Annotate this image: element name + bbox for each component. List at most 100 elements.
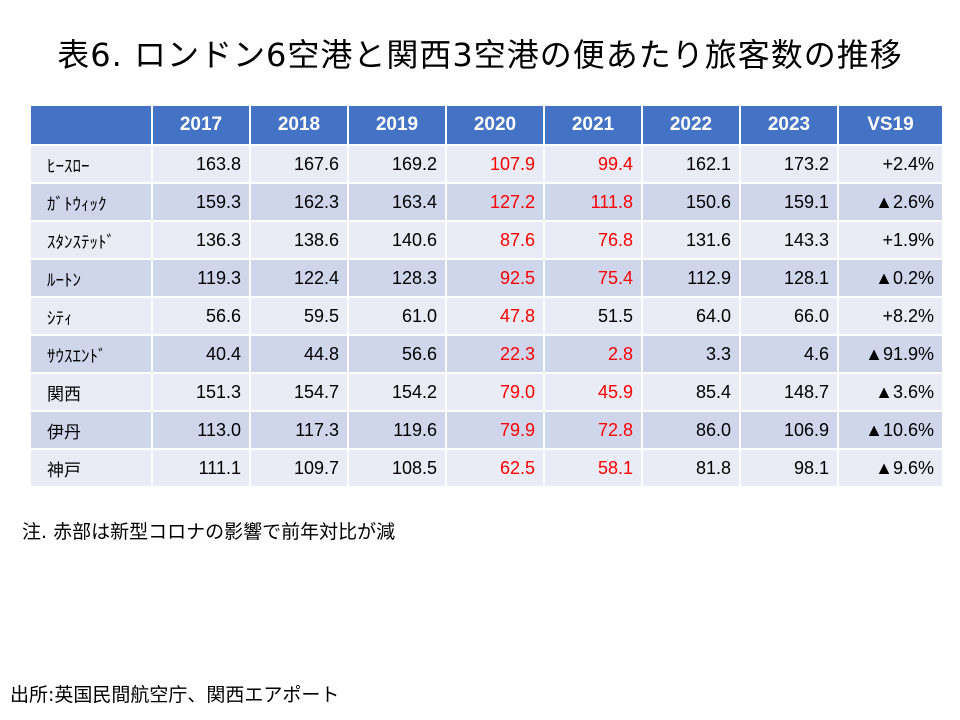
column-header: VS19: [837, 104, 944, 146]
table-cell: 111.1: [151, 448, 251, 488]
table-cell: ▲3.6%: [837, 372, 944, 412]
table-cell: 162.3: [249, 182, 349, 222]
row-label: ｻｳｽｴﾝﾄﾞ: [29, 334, 153, 374]
table-cell: 127.2: [445, 182, 545, 222]
table-cell: 150.6: [641, 182, 741, 222]
table-cell: 75.4: [543, 258, 643, 298]
table-row: 神戸 111.1 109.7 108.5 62.5 58.1 81.8 98.1 ▲9.6%: [29, 448, 944, 488]
table-cell: 22.3: [445, 334, 545, 374]
table-cell: 159.3: [151, 182, 251, 222]
table-cell: 113.0: [151, 410, 251, 450]
table-cell: 148.7: [739, 372, 839, 412]
passengers-per-flight-table: 2017 2018 2019 2020 2021 2022 2023 VS19 …: [29, 104, 944, 488]
table-row: ﾙｰﾄﾝ 119.3 122.4 128.3 92.5 75.4 112.9 128.1 ▲0.…: [29, 258, 944, 298]
table-cell: 59.5: [249, 296, 349, 336]
table-row: ｻｳｽｴﾝﾄﾞ 40.4 44.8 56.6 22.3 2.8 3.3 4.6 ▲91.9%: [29, 334, 944, 374]
column-header: 2020: [445, 104, 545, 146]
table-cell: ▲0.2%: [837, 258, 944, 298]
table-row: ｶﾞﾄｳｨｯｸ 159.3 162.3 163.4 127.2 111.8 150.6 159…: [29, 182, 944, 222]
header-corner-cell: [29, 104, 153, 146]
table-cell: +2.4%: [837, 144, 944, 184]
column-header: 2022: [641, 104, 741, 146]
page-title: 表6. ロンドン6空港と関西3空港の便あたり旅客数の推移: [57, 36, 903, 74]
table-row: ｽﾀﾝｽﾃｯﾄﾞ 136.3 138.6 140.6 87.6 76.8 131.6 143.…: [29, 220, 944, 260]
row-label: 神戸: [29, 448, 153, 488]
row-label: ﾋｰｽﾛｰ: [29, 144, 153, 184]
table-cell: 154.2: [347, 372, 447, 412]
table-cell: 122.4: [249, 258, 349, 298]
table-cell: 2.8: [543, 334, 643, 374]
table-cell: 173.2: [739, 144, 839, 184]
table-cell: 64.0: [641, 296, 741, 336]
table-cell: 44.8: [249, 334, 349, 374]
table-header-row: 2017 2018 2019 2020 2021 2022 2023 VS19: [29, 104, 944, 146]
table-cell: 92.5: [445, 258, 545, 298]
table-cell: 109.7: [249, 448, 349, 488]
source-credit: 出所:英国民間航空庁、関西エアポート: [10, 684, 340, 706]
table-cell: +1.9%: [837, 220, 944, 260]
table-cell: +8.2%: [837, 296, 944, 336]
table-cell: 86.0: [641, 410, 741, 450]
row-label: ｶﾞﾄｳｨｯｸ: [29, 182, 153, 222]
row-label: ﾙｰﾄﾝ: [29, 258, 153, 298]
table-cell: 45.9: [543, 372, 643, 412]
table-cell: 159.1: [739, 182, 839, 222]
table-cell: ▲2.6%: [837, 182, 944, 222]
table-cell: 81.8: [641, 448, 741, 488]
table-cell: 107.9: [445, 144, 545, 184]
table-cell: 56.6: [151, 296, 251, 336]
table-cell: 72.8: [543, 410, 643, 450]
table-cell: 85.4: [641, 372, 741, 412]
row-label: ｼﾃｨ: [29, 296, 153, 336]
table-cell: 40.4: [151, 334, 251, 374]
table-row: 関西 151.3 154.7 154.2 79.0 45.9 85.4 148.7 ▲3.6%: [29, 372, 944, 412]
table-cell: 99.4: [543, 144, 643, 184]
row-label: ｽﾀﾝｽﾃｯﾄﾞ: [29, 220, 153, 260]
table-cell: 76.8: [543, 220, 643, 260]
table-cell: 169.2: [347, 144, 447, 184]
table-cell: 163.8: [151, 144, 251, 184]
table-cell: ▲10.6%: [837, 410, 944, 450]
table-cell: 62.5: [445, 448, 545, 488]
table-cell: 79.0: [445, 372, 545, 412]
table-cell: 79.9: [445, 410, 545, 450]
table-cell: 87.6: [445, 220, 545, 260]
table-cell: 3.3: [641, 334, 741, 374]
footnote: 注. 赤部は新型コロナの影響で前年対比が減: [22, 521, 396, 543]
table-cell: 143.3: [739, 220, 839, 260]
table-row: ｼﾃｨ 56.6 59.5 61.0 47.8 51.5 64.0 66.0 +8.2%: [29, 296, 944, 336]
table-cell: 128.3: [347, 258, 447, 298]
column-header: 2023: [739, 104, 839, 146]
table-cell: 151.3: [151, 372, 251, 412]
table-cell: ▲9.6%: [837, 448, 944, 488]
table-cell: 51.5: [543, 296, 643, 336]
table-cell: 111.8: [543, 182, 643, 222]
table-cell: 119.3: [151, 258, 251, 298]
table-cell: 140.6: [347, 220, 447, 260]
column-header: 2018: [249, 104, 349, 146]
table-cell: 56.6: [347, 334, 447, 374]
table-cell: 138.6: [249, 220, 349, 260]
table-cell: 119.6: [347, 410, 447, 450]
table-cell: 163.4: [347, 182, 447, 222]
table-cell: 112.9: [641, 258, 741, 298]
column-header: 2019: [347, 104, 447, 146]
table-cell: 117.3: [249, 410, 349, 450]
table-cell: 98.1: [739, 448, 839, 488]
table-cell: 131.6: [641, 220, 741, 260]
table-cell: 154.7: [249, 372, 349, 412]
table-cell: 4.6: [739, 334, 839, 374]
table-cell: 128.1: [739, 258, 839, 298]
table-cell: ▲91.9%: [837, 334, 944, 374]
table-cell: 167.6: [249, 144, 349, 184]
column-header: 2017: [151, 104, 251, 146]
table-cell: 66.0: [739, 296, 839, 336]
column-header: 2021: [543, 104, 643, 146]
row-label: 伊丹: [29, 410, 153, 450]
table-cell: 136.3: [151, 220, 251, 260]
table-cell: 47.8: [445, 296, 545, 336]
table-cell: 61.0: [347, 296, 447, 336]
table-cell: 58.1: [543, 448, 643, 488]
table-cell: 162.1: [641, 144, 741, 184]
table-row: 伊丹 113.0 117.3 119.6 79.9 72.8 86.0 106.9 ▲10.6%: [29, 410, 944, 450]
